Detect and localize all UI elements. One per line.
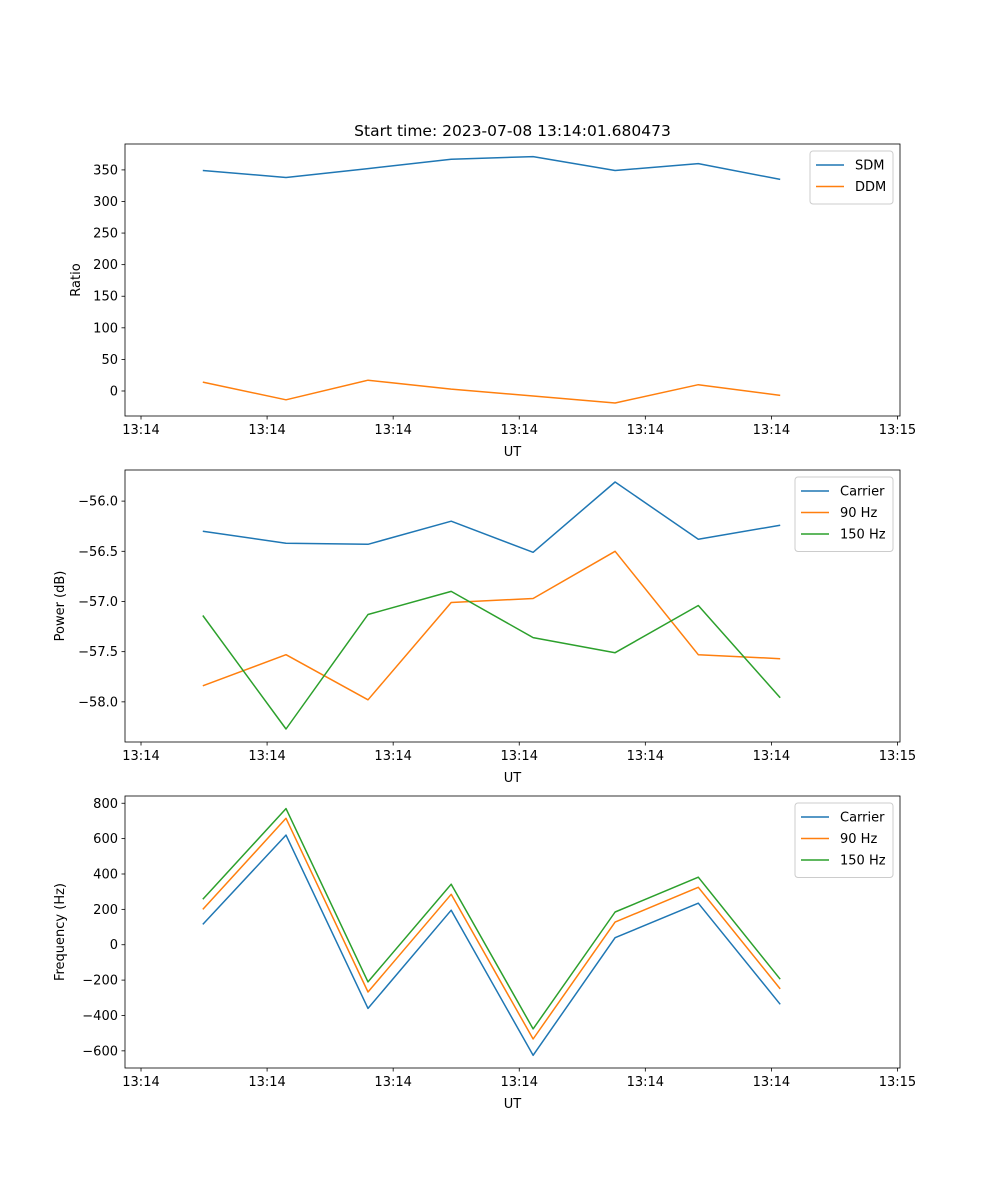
x-tick-label: 13:14 xyxy=(122,1075,159,1090)
x-tick-label: 13:14 xyxy=(374,749,411,764)
x-tick-label: 13:14 xyxy=(753,749,790,764)
legend: Carrier 90 Hz 150 Hz xyxy=(794,802,894,878)
legend-label: DDM xyxy=(855,180,886,195)
series-line-carrier xyxy=(202,834,781,1057)
y-tick-label: −57.0 xyxy=(78,595,118,610)
legend: Carrier 90 Hz 150 Hz xyxy=(794,476,894,552)
axes-frame xyxy=(124,143,901,417)
series-line-ddm xyxy=(202,379,781,404)
legend-label: 90 Hz xyxy=(840,832,877,847)
y-tick-label: −56.5 xyxy=(78,545,118,560)
legend-box xyxy=(794,802,894,878)
y-tick-label: 100 xyxy=(93,321,118,336)
y-tick-label: 50 xyxy=(101,353,118,368)
y-tick-label: −57.5 xyxy=(78,645,118,660)
subplot-3: 13:14 13:14 13:14 13:14 13:14 13:14 13:15 −600 −… xyxy=(53,795,916,1112)
x-tick-label: 13:14 xyxy=(753,423,790,438)
y-tick-label: 300 xyxy=(93,195,118,210)
y-tick-label: 0 xyxy=(110,384,118,399)
y-tick-label: 200 xyxy=(93,903,118,918)
y-tick-label: 600 xyxy=(93,832,118,847)
x-tick-label: 13:15 xyxy=(879,423,916,438)
y-tick-label: 200 xyxy=(93,258,118,273)
x-tick-label: 13:14 xyxy=(122,423,159,438)
x-tick-label: 13:14 xyxy=(122,749,159,764)
y-tick-label: 400 xyxy=(93,867,118,882)
x-tick-label: 13:15 xyxy=(879,1075,916,1090)
x-tick-label: 13:14 xyxy=(374,1075,411,1090)
y-axis-label: Ratio xyxy=(69,263,84,296)
x-tick-label: 13:15 xyxy=(879,749,916,764)
x-tick-label: 13:14 xyxy=(501,423,538,438)
x-tick-label: 13:14 xyxy=(627,423,664,438)
y-axis-label: Frequency (Hz) xyxy=(53,883,68,981)
subplot-2: 13:14 13:14 13:14 13:14 13:14 13:14 13:15 −58.0… xyxy=(53,469,916,786)
chart-title: Start time: 2023-07-08 13:14:01.680473 xyxy=(354,122,671,140)
x-axis-label: UT xyxy=(504,1097,522,1112)
x-tick-label: 13:14 xyxy=(501,749,538,764)
legend-label: 150 Hz xyxy=(840,528,886,543)
y-tick-label: 250 xyxy=(93,227,118,242)
series-line-sdm xyxy=(202,155,781,181)
y-tick-label: −56.0 xyxy=(78,495,118,510)
y-tick-label: 0 xyxy=(110,938,118,953)
y-tick-label: −58.0 xyxy=(78,695,118,710)
legend-label: Carrier xyxy=(840,811,885,826)
legend: SDM DDM xyxy=(809,150,894,205)
x-tick-label: 13:14 xyxy=(753,1075,790,1090)
y-tick-label: 350 xyxy=(93,163,118,178)
y-tick-label: −600 xyxy=(82,1044,118,1059)
legend-label: Carrier xyxy=(840,485,885,500)
y-tick-label: 800 xyxy=(93,797,118,812)
x-axis-label: UT xyxy=(504,445,522,460)
series-line-150-hz xyxy=(202,590,781,730)
series-line-90-hz xyxy=(202,550,781,701)
legend-label: 90 Hz xyxy=(840,506,877,521)
x-tick-label: 13:14 xyxy=(627,749,664,764)
series-line-90-hz xyxy=(202,817,781,1040)
legend-label: 150 Hz xyxy=(840,854,886,869)
x-axis-label: UT xyxy=(504,771,522,786)
axes-frame xyxy=(124,795,901,1069)
x-tick-label: 13:14 xyxy=(374,423,411,438)
x-tick-label: 13:14 xyxy=(248,1075,285,1090)
y-tick-label: −200 xyxy=(82,974,118,989)
series-line-150-hz xyxy=(202,807,781,1030)
y-tick-label: −400 xyxy=(82,1009,118,1024)
y-axis-label: Power (dB) xyxy=(53,571,68,642)
x-tick-label: 13:14 xyxy=(248,749,285,764)
subplot-1: 13:14 13:14 13:14 13:14 13:14 13:14 13:15 0 50 10… xyxy=(69,122,916,460)
x-tick-label: 13:14 xyxy=(248,423,285,438)
y-tick-label: 150 xyxy=(93,290,118,305)
x-tick-label: 13:14 xyxy=(501,1075,538,1090)
legend-label: SDM xyxy=(855,159,884,174)
series-line-carrier xyxy=(202,481,781,554)
x-tick-label: 13:14 xyxy=(627,1075,664,1090)
legend-box xyxy=(794,476,894,552)
axes-frame xyxy=(124,469,901,743)
